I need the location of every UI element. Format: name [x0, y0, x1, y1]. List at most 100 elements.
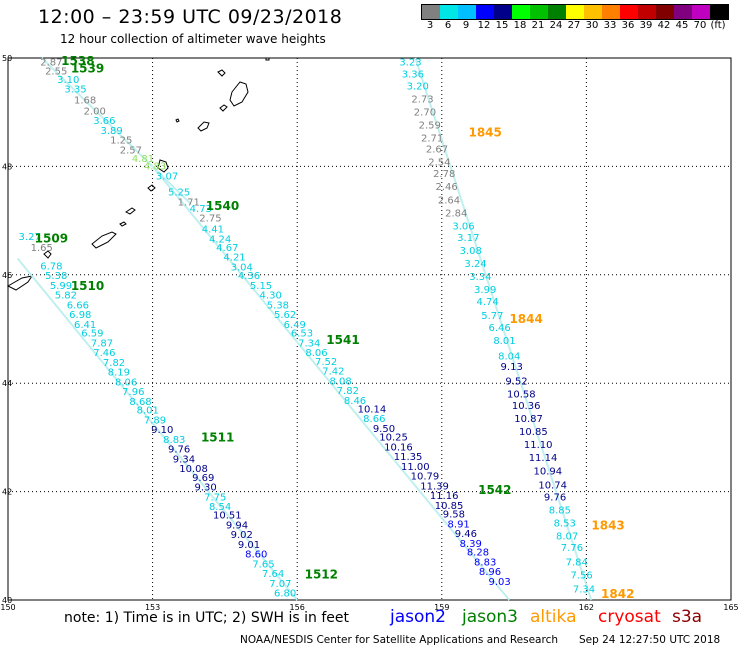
wave-height-value: 3.36 — [402, 70, 424, 81]
wave-height-value: 10.85 — [435, 501, 464, 512]
legend-tick-label: 12 — [477, 20, 491, 31]
wave-height-value: 4.21 — [223, 253, 245, 264]
pass-time-label: 1542 — [478, 483, 511, 497]
wave-height-value: 10.74 — [538, 480, 567, 491]
wave-height-value: 10.87 — [514, 414, 543, 425]
legend-swatch — [692, 5, 710, 19]
wave-height-value: 11.14 — [529, 453, 558, 464]
island — [91, 231, 117, 249]
wave-height-value: 3.27 — [19, 232, 41, 243]
wave-height-value: 3.08 — [460, 246, 482, 257]
wave-height-value: 10.58 — [507, 389, 536, 400]
wave-height-value: 1.68 — [74, 96, 96, 107]
legend-swatch — [530, 5, 548, 19]
island — [265, 57, 270, 61]
wave-height-value: 11.00 — [401, 462, 430, 473]
wave-height-value: 3.23 — [399, 58, 421, 69]
wave-height-value: 8.83 — [163, 435, 185, 446]
wave-height-value: 9.69 — [192, 473, 214, 484]
wave-height-value: 4.81 — [132, 154, 154, 165]
wave-height-value: 8.46 — [344, 396, 366, 407]
legend-tick-labels: 3 6 9 12 15 18 21 24 27 30 33 36 39 42 45 70 (ft) — [421, 20, 727, 34]
legend-tick-label: 6 — [444, 20, 452, 31]
legend-tick-label: 36 — [621, 20, 635, 31]
wave-height-value: 6.46 — [489, 323, 511, 334]
pass-time-label: 1512 — [305, 567, 338, 581]
wave-height-value: 8.66 — [363, 414, 385, 425]
legend-tick-label: 3 — [426, 20, 434, 31]
legend-swatch — [710, 5, 728, 19]
pass-time-label: 1511 — [201, 431, 234, 445]
satellite-label-cryosat: cryosat — [598, 607, 661, 627]
wave-height-value: 5.77 — [481, 311, 503, 322]
legend-tick-label: 70 — [693, 20, 707, 31]
page-title: 12:00 – 23:59 UTC 09/23/2018 — [38, 6, 343, 28]
wave-height-value: 10.94 — [534, 466, 563, 477]
wave-height-value: 4.41 — [202, 225, 224, 236]
wave-height-value: 5.99 — [50, 281, 72, 292]
legend-tick-label: 24 — [549, 20, 563, 31]
wave-height-value: 4.67 — [216, 243, 238, 254]
wave-height-value: 2.87 — [40, 58, 62, 69]
wave-height-value: 11.35 — [394, 452, 423, 463]
satellite-track — [151, 165, 511, 601]
wave-height-value: 2.70 — [414, 107, 436, 118]
legend-tick-label: 9 — [462, 20, 470, 31]
wave-height-value: 3.89 — [100, 126, 122, 137]
wave-height-value: 8.68 — [129, 397, 151, 408]
wave-height-value: 7.42 — [322, 367, 344, 378]
wave-height-value: 9.30 — [194, 483, 216, 494]
wave-height-value: 9.52 — [505, 376, 527, 387]
wave-height-value: 2.54 — [428, 157, 450, 168]
satellite-label-jason2: jason2 — [390, 607, 446, 627]
wave-height-value: 7.52 — [315, 357, 337, 368]
wave-height-value: 7.84 — [566, 557, 588, 568]
legend-tick-label: 45 — [675, 20, 689, 31]
wave-height-value: 9.02 — [231, 530, 253, 541]
generated-timestamp: Sep 24 12:27:50 UTC 2018 — [579, 634, 721, 646]
lat-tick-label: 50 — [2, 54, 12, 63]
wave-height-value: 1.25 — [110, 136, 132, 147]
satellite-track — [41, 57, 192, 206]
wave-height-value: 2.71 — [421, 133, 443, 144]
grid-lines — [7, 57, 732, 601]
wave-height-value: 2.57 — [120, 145, 142, 156]
legend-tick-label: 33 — [603, 20, 617, 31]
wave-height-value: 5.15 — [250, 281, 272, 292]
legend-swatch — [422, 5, 440, 19]
wave-height-value: 8.28 — [467, 548, 489, 559]
wave-height-value: 7.87 — [91, 338, 113, 349]
island — [43, 250, 52, 259]
island — [197, 121, 210, 132]
wave-height-value: 5.25 — [168, 188, 190, 199]
island — [217, 69, 226, 77]
wave-height-value: 1.65 — [31, 243, 53, 254]
wave-height-value: 3.10 — [57, 75, 79, 86]
legend-swatch — [494, 5, 512, 19]
wave-height-value: 2.67 — [426, 144, 448, 155]
legend-tick-label: 21 — [531, 20, 545, 31]
wave-height-value: 9.10 — [151, 425, 173, 436]
legend-swatch — [620, 5, 638, 19]
wave-height-value: 8.19 — [108, 368, 130, 379]
wave-height-value: 5.82 — [55, 291, 77, 302]
lat-tick-label: 40 — [2, 596, 12, 605]
wave-height-value: 8.54 — [209, 502, 231, 513]
wave-height-value: 7.65 — [252, 559, 274, 570]
wave-height-value: 5.38 — [267, 300, 289, 311]
legend-swatch — [458, 5, 476, 19]
island — [175, 118, 180, 123]
wave-height-value: 8.96 — [479, 567, 501, 578]
wave-height-value: 7.34 — [298, 338, 320, 349]
lon-tick-label: 162 — [579, 603, 594, 612]
satellite-tracks — [16, 57, 593, 601]
wave-height-value: 3.35 — [64, 85, 86, 96]
wave-height-value: 2.55 — [45, 66, 67, 77]
wave-height-value: 9.13 — [501, 362, 523, 373]
wave-height-value: 8.39 — [460, 539, 482, 550]
island — [157, 159, 169, 173]
legend-tick-label: 15 — [495, 20, 509, 31]
wave-height-value: 7.64 — [262, 569, 284, 580]
wave-height-value: 9.34 — [173, 454, 195, 465]
